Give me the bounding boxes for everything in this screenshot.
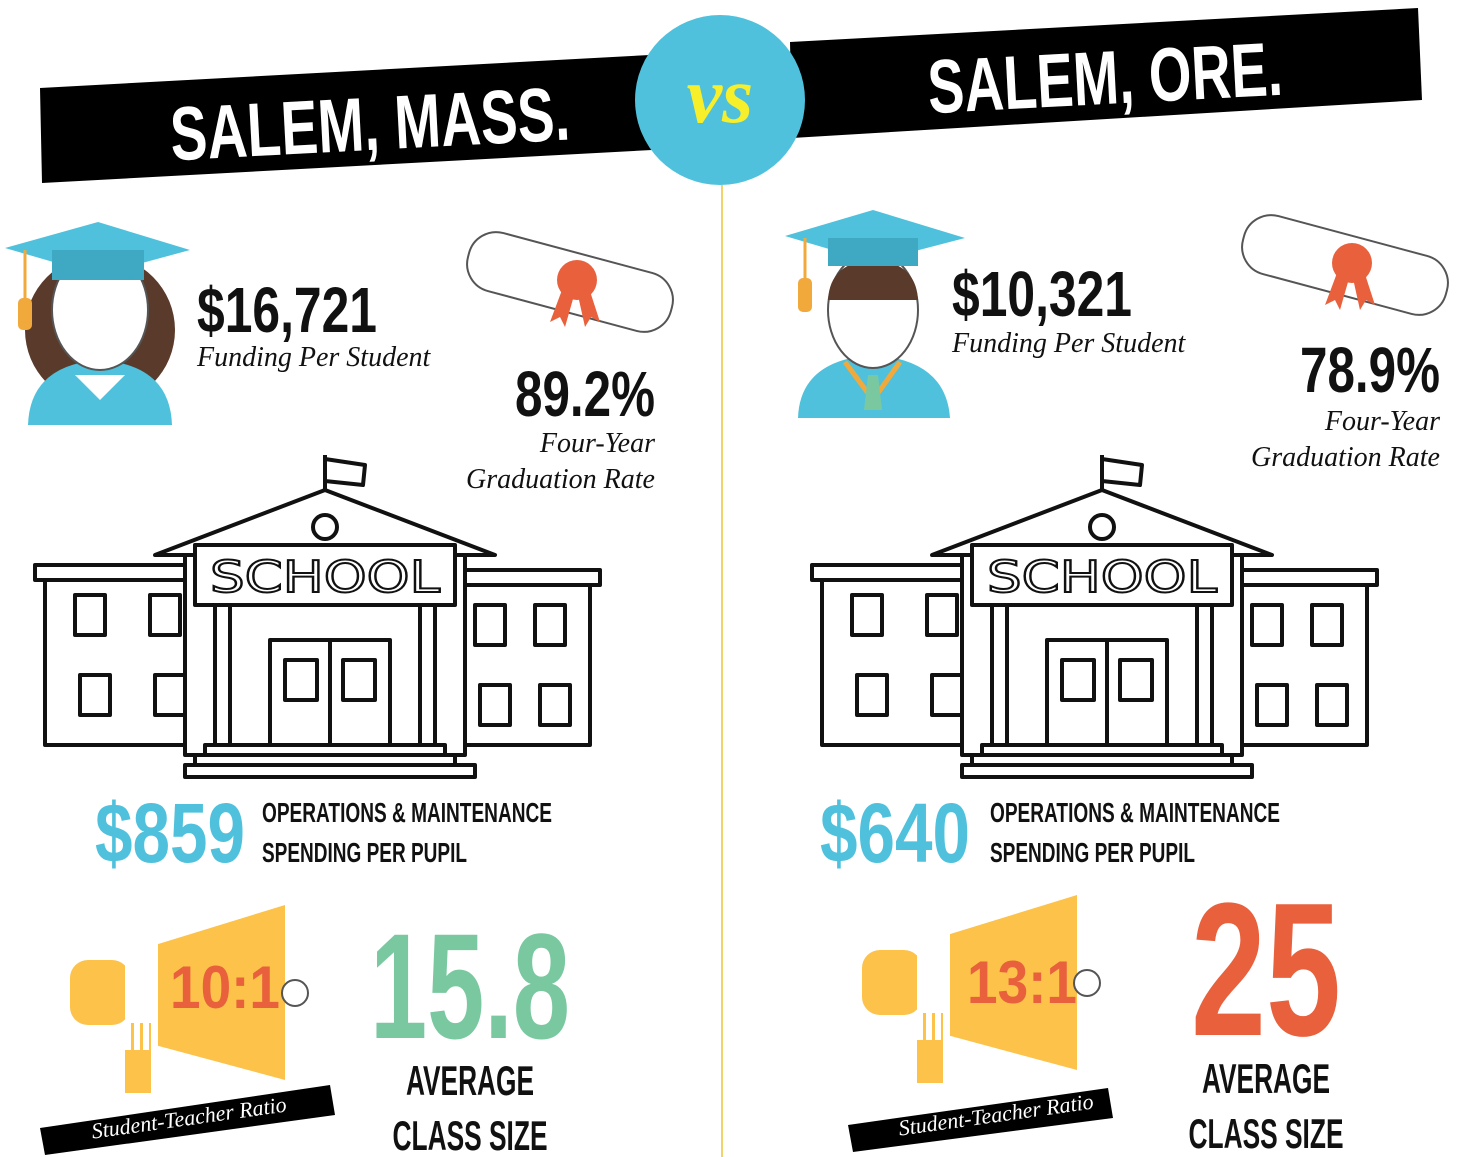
graduation-label: Graduation Rate: [466, 464, 655, 495]
operations-value: $859: [95, 786, 245, 880]
school-icon: [35, 455, 600, 777]
class-size-value: 15.8: [370, 902, 570, 1070]
class-size-label: AVERAGE: [1202, 1055, 1330, 1102]
vs-text: vs: [687, 52, 754, 140]
graduation-value: 89.2%: [515, 358, 655, 430]
class-size-value: 25: [1191, 864, 1341, 1076]
ratio-label: Student-Teacher Ratio: [90, 1092, 288, 1144]
class-size-label: CLASS SIZE: [393, 1112, 548, 1157]
graduation-label: Four-Year: [1324, 406, 1440, 437]
operations-value: $640: [820, 786, 970, 880]
operations-label: SPENDING PER PUPIL: [990, 837, 1195, 868]
school-sign: SCHOOL: [987, 552, 1218, 603]
school-icon: [812, 455, 1377, 777]
operations-label: SPENDING PER PUPIL: [262, 837, 467, 868]
diploma-icon: [461, 226, 679, 338]
operations-label: OPERATIONS & MAINTENANCE: [262, 797, 552, 828]
graduation-label: Graduation Rate: [1251, 442, 1440, 473]
student-icon: [785, 210, 965, 418]
student-icon: [5, 222, 190, 425]
class-size-label: CLASS SIZE: [1189, 1110, 1344, 1157]
right-title: SALEM, ORE.: [926, 27, 1285, 130]
ratio-value: 10:1: [170, 954, 280, 1021]
funding-value: $10,321: [952, 258, 1132, 330]
funding-value: $16,721: [197, 274, 377, 346]
infographic: vs SALEM, MASS. SALEM, ORE. $16,721Fundi…: [0, 0, 1470, 1157]
graduation-label: Four-Year: [539, 428, 655, 459]
diploma-icon: [1236, 209, 1454, 321]
graduation-value: 78.9%: [1300, 334, 1440, 406]
funding-label: Funding Per Student: [196, 342, 432, 373]
ratio-value: 13:1: [967, 949, 1077, 1016]
funding-label: Funding Per Student: [951, 328, 1187, 359]
class-size-label: AVERAGE: [406, 1057, 534, 1104]
school-sign: SCHOOL: [210, 552, 441, 603]
operations-label: OPERATIONS & MAINTENANCE: [990, 797, 1280, 828]
